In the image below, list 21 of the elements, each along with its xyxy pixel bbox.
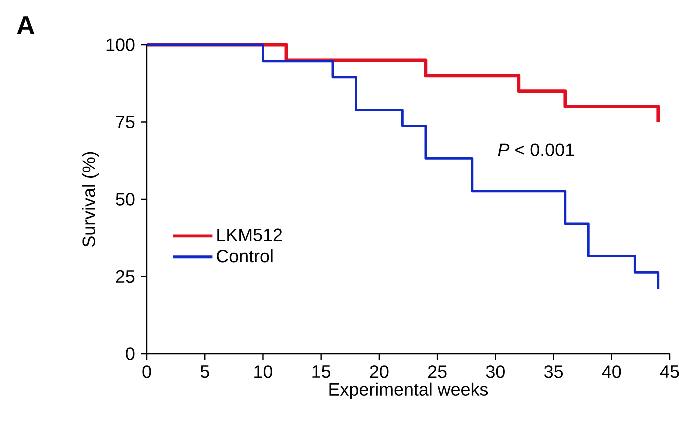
x-axis-title: Experimental weeks [330, 382, 488, 400]
x-tick-label: 30 [486, 366, 505, 378]
x-tick-label: 45 [660, 366, 679, 378]
x-tick-label: 35 [544, 366, 564, 378]
y-tick-label: 0 [126, 348, 135, 360]
legend-label: Control [217, 250, 273, 263]
annotation: P < 0.001 [498, 144, 574, 156]
y-tick-label: 75 [116, 116, 135, 128]
x-tick-label: 40 [602, 366, 622, 378]
legend-label: LKM512 [218, 228, 282, 242]
y-axis-title: Survival (%) [82, 152, 99, 248]
x-tick-label: 25 [428, 366, 447, 378]
x-tick-label: 10 [254, 366, 273, 378]
x-tick-label: 20 [370, 366, 389, 378]
y-tick-label: 25 [116, 270, 135, 284]
y-tick-label: 100 [106, 38, 135, 52]
text: A [17, 16, 35, 34]
x-tick-label: 5 [200, 366, 210, 378]
x-tick-label: 0 [142, 366, 152, 378]
x-tick-label: 15 [312, 366, 331, 378]
y-tick-label: 50 [116, 193, 135, 206]
